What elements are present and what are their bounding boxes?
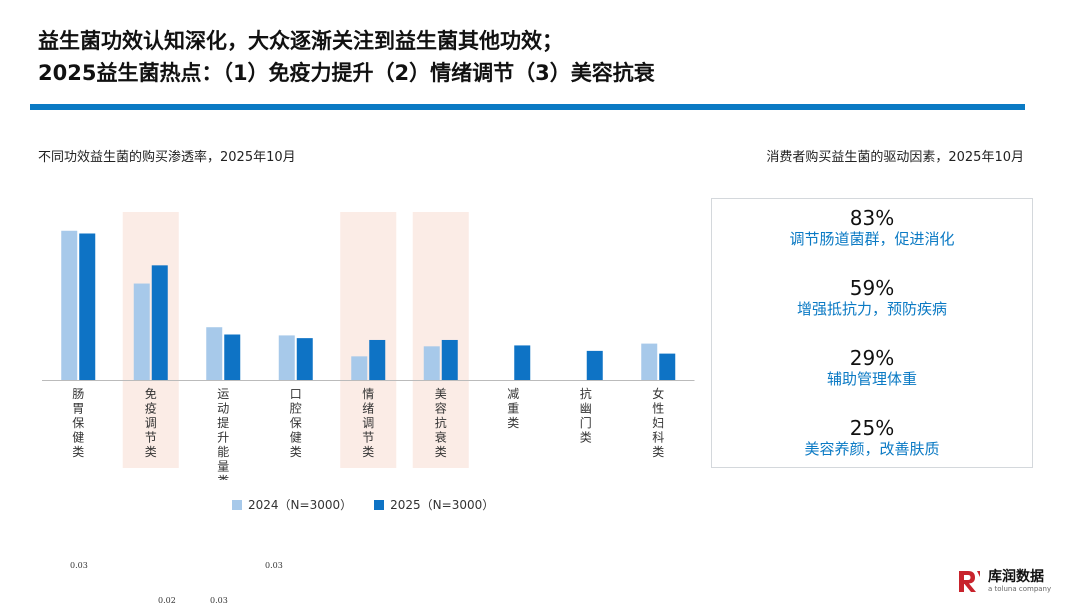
brand-tagline: a toluna company	[988, 584, 1052, 593]
footnote-value: 0.03	[70, 561, 88, 570]
drivers-subtitle: 消费者购买益生菌的驱动因素，2025年10月	[766, 150, 1024, 165]
bar-2024	[206, 327, 223, 380]
page-title-line2: 2025益生菌热点：（1）免疫力提升（2）情绪调节（3）美容抗衰	[38, 61, 655, 85]
chart-legend: 2024（N=3000） 2025（N=3000）	[232, 496, 494, 513]
footnote-value: 0.03	[265, 561, 283, 570]
bar-2025	[296, 338, 313, 380]
bar-2025	[586, 350, 603, 380]
x-tick-label: 美容抗衰类	[435, 387, 447, 459]
driver-percent: 59%	[849, 276, 895, 300]
footnote-value: 0.03	[210, 596, 228, 605]
legend-label-2025: 2025（N=3000）	[390, 498, 495, 512]
driver-percent: 83%	[849, 206, 895, 230]
bar-2025	[441, 339, 458, 380]
highlight-band	[412, 212, 469, 468]
page-title-line1: 益生菌功效认知深化，大众逐渐关注到益生菌其他功效；	[38, 29, 563, 53]
x-tick-label: 运动提升能量类	[217, 387, 229, 480]
bar-2024	[423, 346, 440, 380]
driver-item: 59% 增强抵抗力，预防疾病	[712, 277, 1032, 319]
bar-2025	[514, 345, 531, 380]
bar-2024	[278, 335, 295, 380]
driver-label: 增强抵抗力，预防疾病	[796, 300, 947, 318]
bar-2025	[369, 339, 386, 380]
x-tick-label: 口腔保健类	[290, 387, 302, 459]
bar-2024	[61, 230, 78, 380]
x-tick-label: 免疫调节类	[145, 386, 157, 459]
legend-swatch-2025	[374, 499, 385, 510]
x-tick-label: 肠胃保健类	[72, 387, 84, 459]
driver-percent: 25%	[849, 416, 895, 440]
brand-mark-icon	[959, 571, 980, 592]
driver-label: 调节肠道菌群，促进消化	[789, 230, 955, 248]
driver-label: 美容养颜，改善肤质	[804, 440, 940, 458]
bar-2025	[659, 353, 676, 380]
legend-item-2025: 2025（N=3000）	[374, 496, 494, 513]
driver-label: 辅助管理体重	[826, 370, 917, 388]
bar-2025	[79, 233, 96, 380]
bar-2024	[351, 356, 368, 380]
x-tick-label: 抗幽门类	[580, 386, 592, 445]
bar-2024	[641, 343, 658, 380]
x-tick-label: 女性妇科类	[652, 386, 664, 459]
driver-percent: 29%	[849, 346, 895, 370]
penetration-bar-chart: 肠胃保健类 免疫调节类 运动提升能量类 口腔保健类 情绪调节类 美容抗衰类 减重类 抗幽门类 女…	[42, 212, 695, 480]
drivers-box: 83% 调节肠道菌群，促进消化 59% 增强抵抗力，预防疾病 29% 辅助管理体…	[711, 198, 1033, 468]
x-tick-label: 减重类	[507, 387, 519, 430]
legend-item-2024: 2024（N=3000）	[232, 496, 352, 513]
brand-name: 库润数据	[988, 568, 1044, 585]
driver-item: 83% 调节肠道菌群，促进消化	[712, 207, 1032, 249]
driver-item: 25% 美容养颜，改善肤质	[712, 417, 1032, 459]
footnote-value: 0.02	[158, 596, 176, 605]
title-divider	[30, 104, 1025, 110]
x-tick-label: 情绪调节类	[362, 387, 374, 459]
legend-swatch-2024	[232, 499, 242, 510]
bar-2025	[224, 334, 241, 380]
brand-logo: 库润数据 a toluna company	[956, 568, 1051, 594]
highlight-band	[122, 212, 179, 468]
chart-subtitle: 不同功效益生菌的购买渗透率，2025年10月	[38, 150, 296, 165]
bar-2024	[133, 283, 150, 380]
legend-label-2024: 2024（N=3000）	[248, 498, 353, 512]
highlight-band	[340, 212, 397, 468]
driver-item: 29% 辅助管理体重	[712, 347, 1032, 389]
bar-2025	[151, 265, 168, 380]
